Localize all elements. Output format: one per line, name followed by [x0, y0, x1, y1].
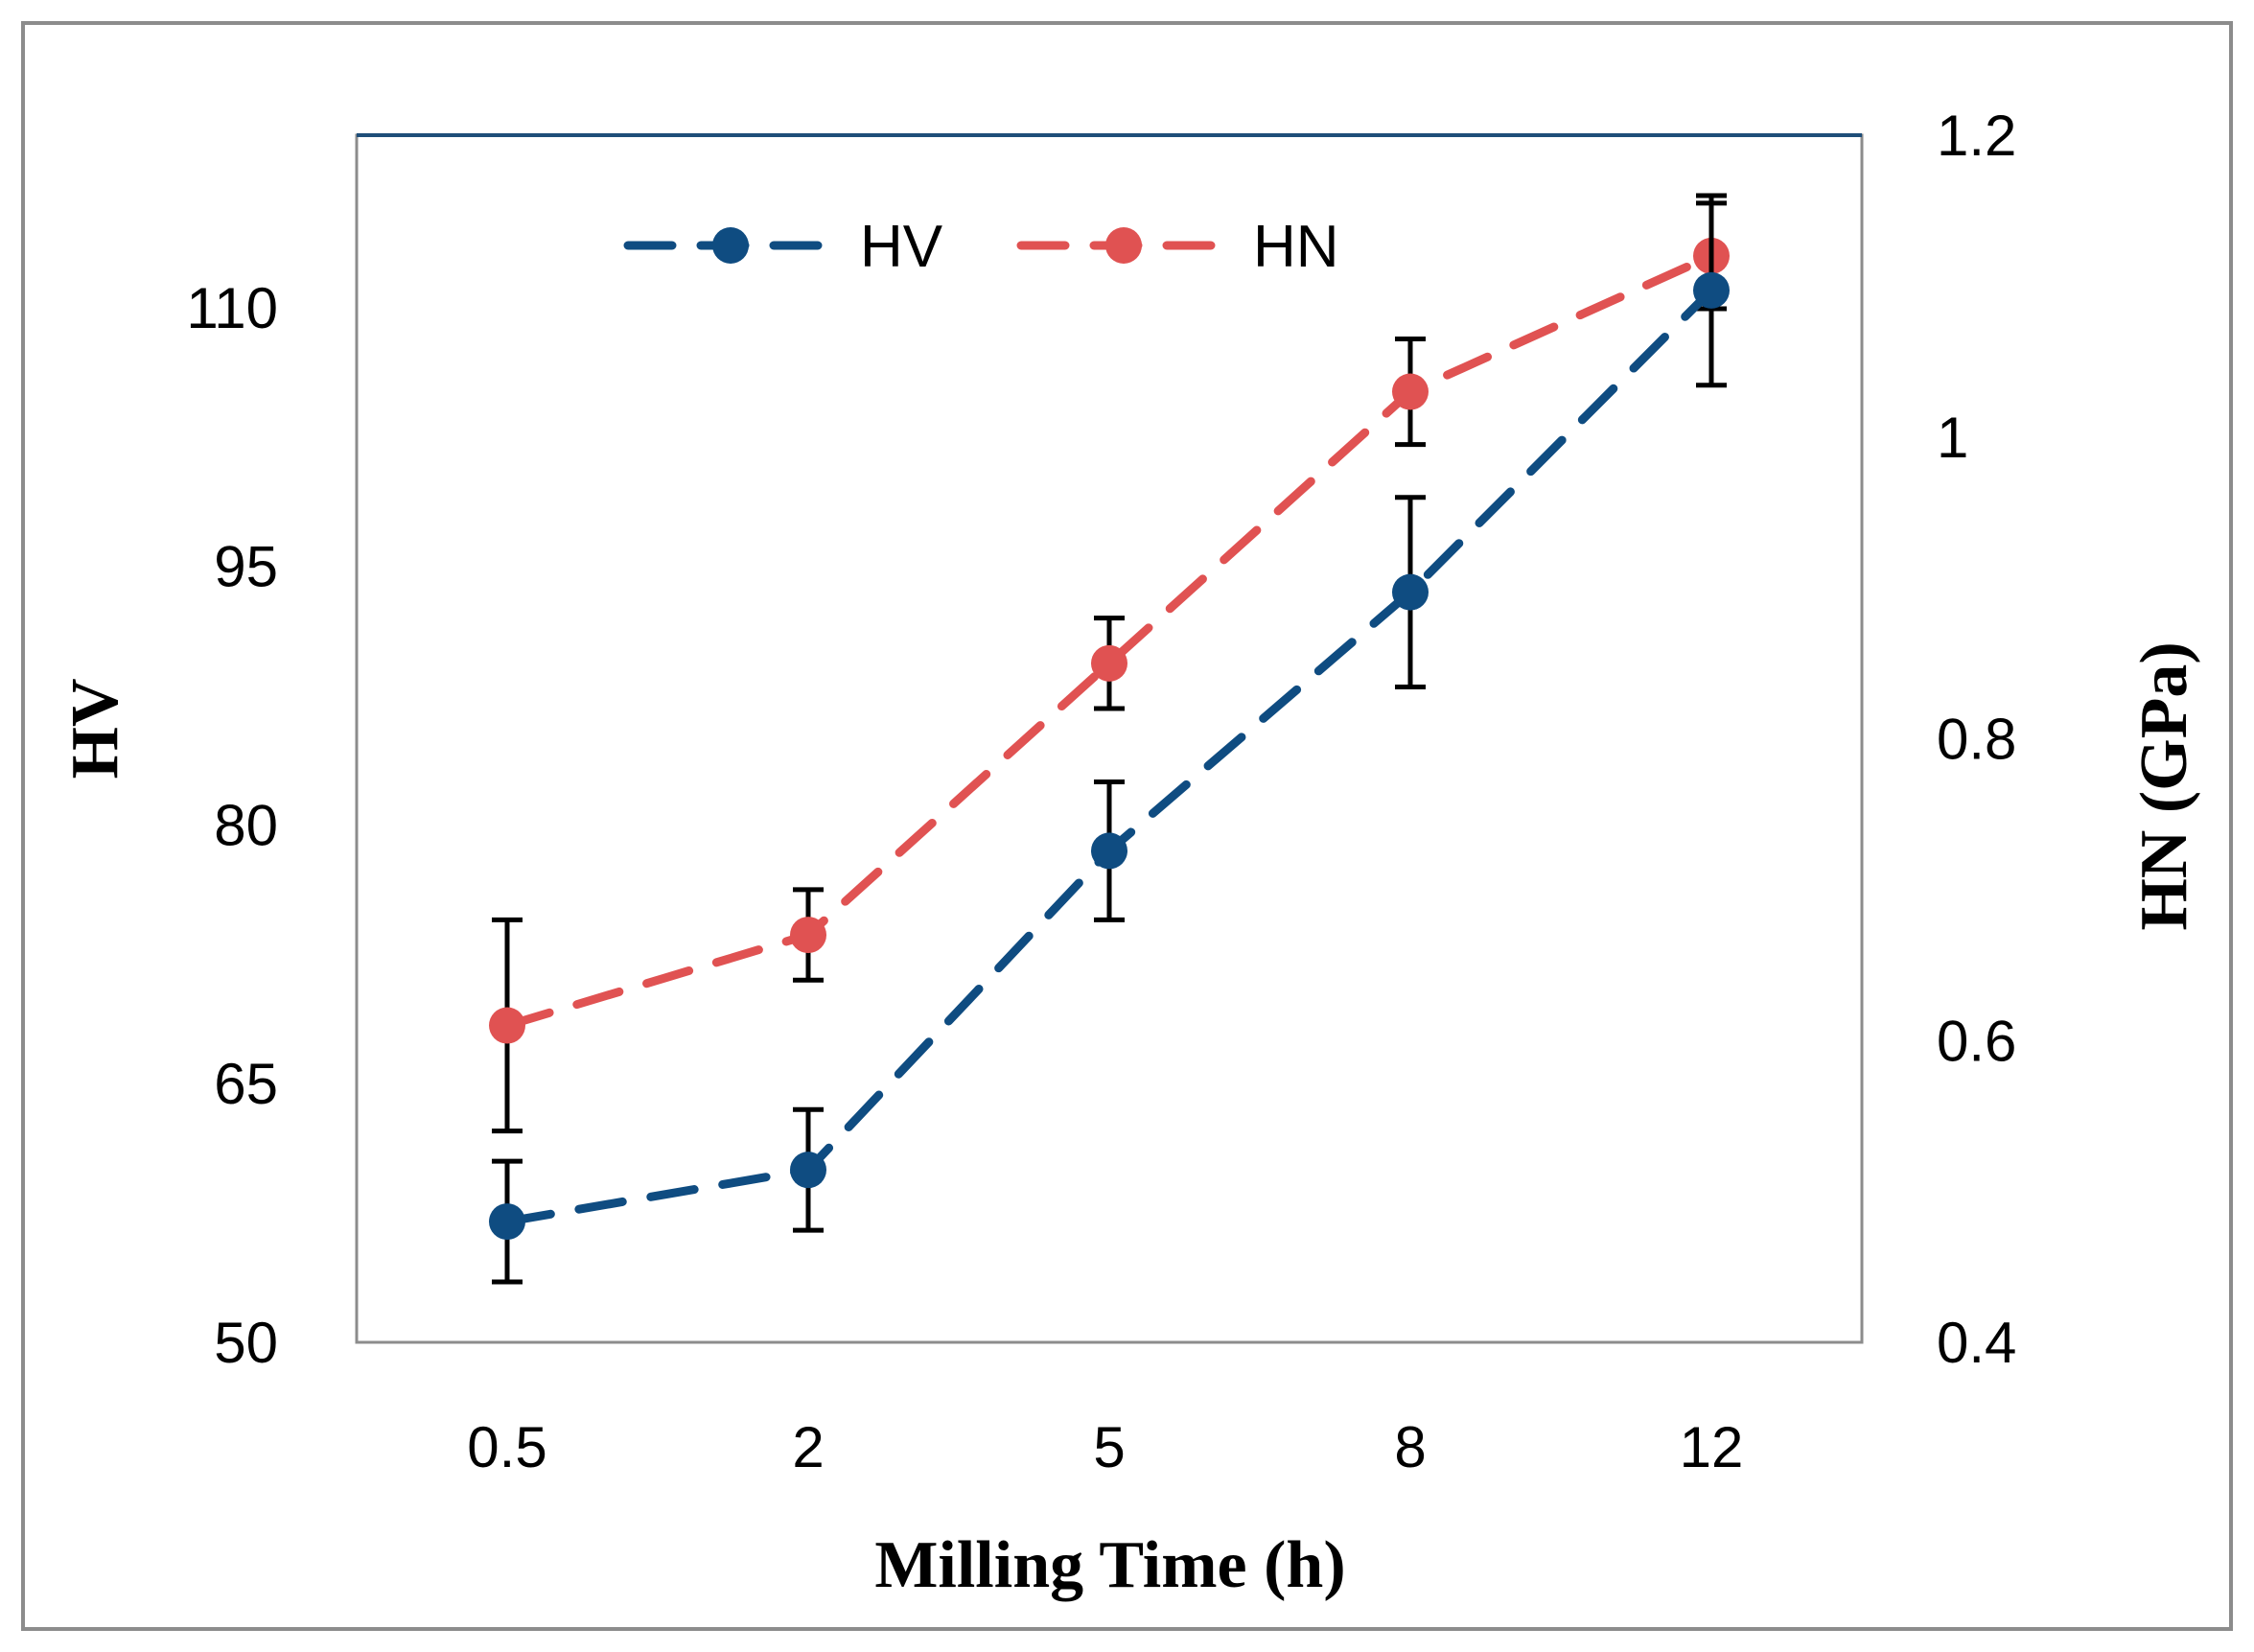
x-tick-label: 5	[1093, 1415, 1125, 1479]
x-tick-label: 2	[792, 1415, 824, 1479]
data-point	[1091, 832, 1127, 870]
y-axis-title: HV	[58, 679, 132, 779]
legend-marker	[712, 227, 749, 264]
y2-tick-label: 0.6	[1937, 1009, 2016, 1073]
data-point	[1693, 271, 1730, 309]
data-point	[1392, 573, 1429, 611]
data-point	[790, 1152, 826, 1189]
y-tick-label: 50	[214, 1311, 278, 1375]
y-tick-label: 95	[214, 535, 278, 599]
data-point	[1091, 644, 1127, 682]
series-line-hn	[502, 251, 1716, 1031]
data-point	[1392, 373, 1429, 410]
y2-axis-title: HN (GPa)	[2127, 641, 2201, 930]
y2-tick-label: 1.2	[1937, 104, 2016, 168]
x-tick-label: 0.5	[467, 1415, 546, 1479]
series-hv	[489, 193, 1730, 1285]
legend-marker	[1105, 227, 1142, 264]
data-point	[790, 917, 826, 954]
plot-frame	[355, 133, 1864, 1344]
plot-area: 50 65 80 95 110 0.4 0.6 0.8 1 1.2 0.5 2 5 8 12 HV HN	[186, 104, 2016, 1479]
data-point	[489, 1203, 525, 1241]
y-tick-label: 110	[186, 276, 278, 340]
y2-tick-label: 0.8	[1937, 708, 2016, 772]
y-tick-label: 65	[214, 1052, 278, 1116]
legend-label: HV	[860, 214, 943, 280]
x-tick-label: 8	[1394, 1415, 1426, 1479]
legend-label: HN	[1253, 214, 1339, 280]
y2-tick-label: 1	[1937, 406, 1968, 470]
y2-tick-label: 0.4	[1937, 1311, 2016, 1375]
y-tick-label: 80	[214, 793, 278, 857]
data-point	[489, 1007, 525, 1044]
x-axis-title: Milling Time (h)	[874, 1528, 1345, 1602]
legend: HV HN	[623, 214, 1339, 280]
x-tick-label: 12	[1680, 1415, 1744, 1479]
